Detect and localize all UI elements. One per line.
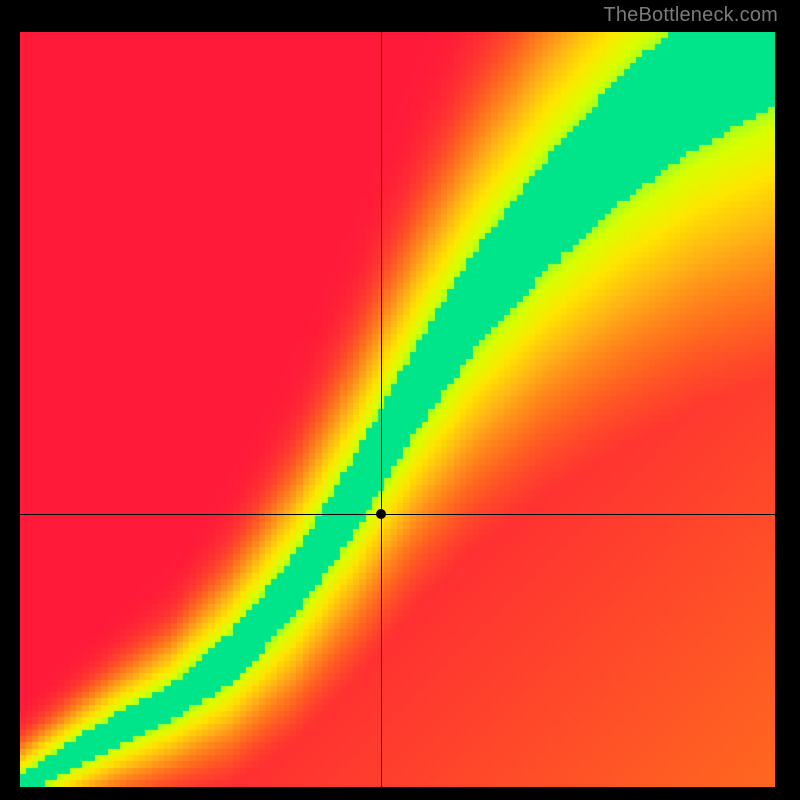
crosshair-vertical: [381, 32, 382, 787]
crosshair-horizontal: [20, 514, 775, 515]
watermark-text: TheBottleneck.com: [603, 4, 778, 27]
bottleneck-heatmap: [20, 32, 775, 787]
target-dot: [376, 509, 386, 519]
heatmap-frame: [20, 32, 775, 787]
